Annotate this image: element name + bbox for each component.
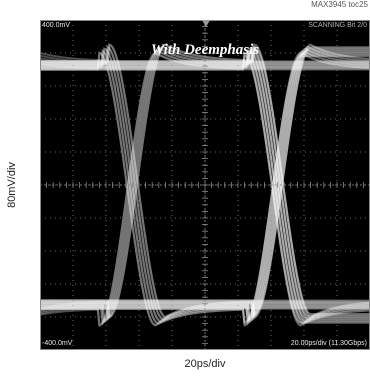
top-voltage-readout: 400.0mV: [42, 22, 71, 29]
eye-trace-fall-rise: [40, 44, 370, 321]
y-scale-label-text: 80mV/div: [6, 162, 18, 208]
x-scale-label: 20ps/div: [184, 358, 226, 370]
eye-trace-early-low: [40, 305, 370, 315]
eye-trace-early-low: [40, 301, 370, 312]
eye-trace-rise-late: [40, 45, 370, 322]
eye-trace-early-high: [40, 59, 370, 69]
acquisition-status: SCANNING Bit 2/0: [308, 22, 367, 29]
figure-id: MAX3945 toc25: [311, 0, 368, 9]
eye-diagram-plot: [40, 20, 370, 350]
bottom-voltage-readout: -400.0mV: [42, 340, 73, 347]
timebase-readout: 20.00ps/div (11.30Gbps): [290, 340, 367, 347]
oscilloscope-screen: 400.0mV SCANNING Bit 2/0 With Deemphasis…: [40, 20, 370, 350]
eye-trace-fall-late: [40, 48, 370, 325]
graticule: [40, 20, 370, 350]
eye-trace-fall-late: [40, 44, 370, 321]
chart-title: With Deemphasis: [150, 42, 260, 58]
eye-trace-fall-rise: [40, 51, 370, 327]
eye-trace-early-high: [40, 54, 370, 65]
trigger-marker-icon: [202, 20, 210, 27]
eye-trace-rise-late: [40, 49, 370, 326]
